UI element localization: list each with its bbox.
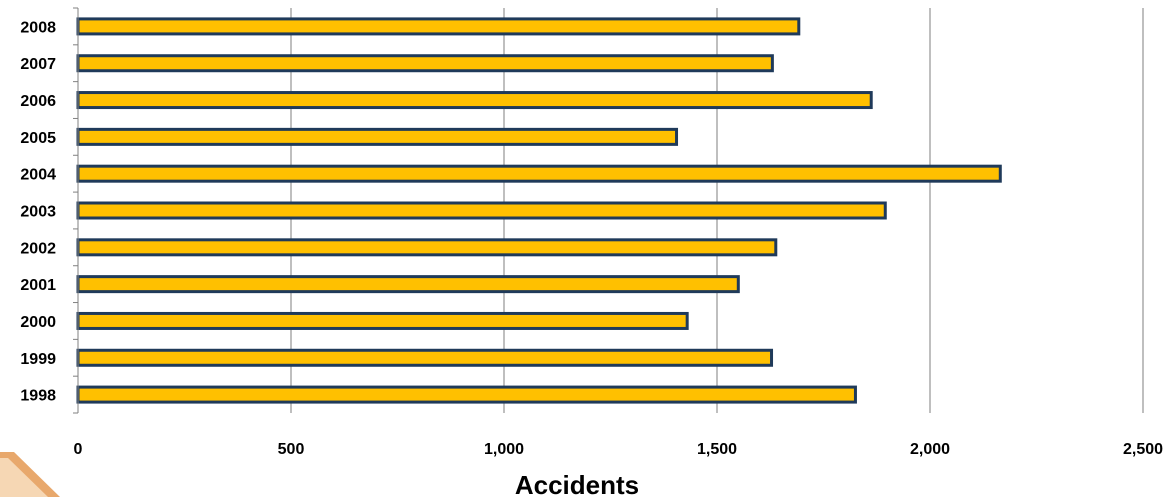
y-tick-labels: 1998 1999 2000 2001 2002 2003 2004 2005 2006 2007…	[20, 19, 56, 404]
y-tick-label-1999: 1999	[20, 351, 56, 368]
bar-2006	[76, 91, 873, 110]
y-tick-label-2006: 2006	[20, 93, 56, 110]
x-tick-label: 1,500	[697, 441, 737, 458]
bars	[76, 17, 1002, 404]
bar-2000	[76, 311, 689, 330]
x-tick-label: 1,000	[484, 441, 524, 458]
bar-2005	[76, 127, 679, 146]
x-tick-label: 2,000	[910, 441, 950, 458]
bar-1999	[76, 348, 774, 367]
bar-2003	[76, 201, 887, 220]
x-axis-title: Accidents	[515, 470, 639, 497]
bar-2002	[76, 238, 778, 257]
y-tick-label-2000: 2000	[20, 314, 56, 331]
bar-1998	[76, 385, 857, 404]
x-tick-label: 500	[278, 441, 305, 458]
y-tick-label-2003: 2003	[20, 204, 56, 221]
y-tick-label-2001: 2001	[20, 277, 56, 294]
corner-decoration	[0, 452, 60, 497]
y-tick-label-2002: 2002	[20, 240, 56, 257]
y-tick-label-1998: 1998	[20, 388, 56, 405]
x-tick-label: 0	[74, 441, 83, 458]
y-tick-label-2007: 2007	[20, 56, 56, 73]
x-tick-labels: 0 500 1,000 1,500 2,000 2,500	[74, 441, 1164, 458]
y-axis	[73, 7, 79, 414]
bar-2007	[76, 54, 774, 73]
y-tick-label-2004: 2004	[20, 167, 56, 184]
y-tick-label-2008: 2008	[20, 19, 56, 36]
bar-2001	[76, 275, 740, 294]
y-tick-label-2005: 2005	[20, 130, 56, 147]
bar-2008	[76, 17, 801, 36]
bar-2004	[76, 164, 1002, 183]
x-tick-label: 2,500	[1123, 441, 1163, 458]
